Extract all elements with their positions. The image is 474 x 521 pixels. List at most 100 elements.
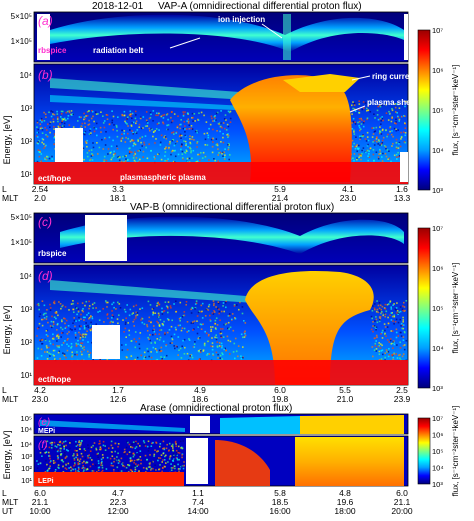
data-gap [404, 14, 408, 60]
panel-f: (f) LEPi 10⁴ 10³ 10² 10¹ [20, 435, 409, 487]
panel-letter-a: (a) [38, 14, 53, 28]
x-tick-label: 1.1 [192, 488, 204, 498]
x-tick-label: 21.1 [394, 497, 411, 507]
colorbar-tick: 10⁷ [432, 224, 443, 233]
x-tick-label: 21.4 [272, 193, 289, 203]
instrument-label-f: LEPi [38, 478, 54, 485]
x-tick-label: 4.7 [112, 488, 124, 498]
ytick-d-1: 10⁴ [20, 272, 33, 281]
ytick-b-1: 10⁴ [20, 71, 33, 80]
row-label-L-a: L [2, 184, 7, 194]
x-tick-label: 21.1 [32, 497, 49, 507]
x-tick-label: 4.2 [34, 385, 46, 395]
ytick-f-3: 10² [21, 464, 32, 473]
x-ticks-vapb: 4.2 1.7 4.9 6.0 5.5 2.5 23.0 12.6 18.6 19.8 21.0 23… [32, 385, 411, 404]
injection-spike-a [283, 14, 291, 60]
ylabel-vapb: Energy, [eV] [2, 306, 12, 355]
x-tick-label: 4.8 [339, 488, 351, 498]
plasma-sheet-region-f [295, 437, 404, 486]
x-tick-label: 6.0 [274, 385, 286, 395]
colorbar-tick: 10⁷ [432, 414, 443, 423]
x-tick-label: 22.3 [110, 497, 127, 507]
annotation-plasma-sheet: plasma sheet/ WPC [367, 98, 441, 107]
data-gap [37, 14, 50, 60]
x-tick-label: 23.9 [394, 394, 411, 404]
ytick-c-2: 1×10⁵ [11, 238, 32, 247]
x-tick-label: 19.8 [272, 394, 289, 404]
ytick-f-2: 10³ [21, 452, 32, 461]
annotation-plasmaspheric-plasma: plasmaspheric plasma [120, 173, 206, 182]
x-ticks-vapa: 2.54 3.3 5.9 4.1 1.6 2.0 18.1 21.4 23.0 13.3 [32, 184, 411, 203]
x-tick-label: 1.7 [112, 385, 124, 395]
x-tick-label: 16:00 [269, 506, 291, 516]
data-gap [400, 152, 408, 182]
ytick-f-4: 10¹ [21, 476, 32, 485]
panel-a: (a) rbspice ion injection radiation belt… [11, 11, 409, 63]
panel-letter-b: (b) [38, 68, 53, 82]
radiation-belt-band-c [60, 216, 404, 254]
ylabel-vapa: Energy, [eV] [2, 116, 12, 165]
panel-d: (d) ect/hope 10⁴ 10³ 10² 10¹ [20, 264, 409, 386]
noise-texture-f [36, 440, 185, 474]
x-tick-label: 4.1 [342, 184, 354, 194]
plasmaspheric-plasma-band-b [34, 162, 408, 184]
x-tick-label: 20:00 [391, 506, 413, 516]
instrument-label-e: MEPi [38, 428, 55, 435]
x-tick-label: 21.0 [337, 394, 354, 404]
x-tick-label: 13.3 [394, 193, 411, 203]
panel-letter-f: (f) [38, 440, 47, 451]
x-tick-label: 18.5 [272, 497, 289, 507]
group-title-vapa: VAP-A (omnidirectional differential prot… [158, 1, 362, 12]
group-title-vapb: VAP-B (omnidirectional differential prot… [130, 202, 334, 213]
colorbar-label: flux, [s⁻¹cm⁻²ster⁻¹keV⁻¹] [451, 65, 460, 156]
group-title-arase: Arase (omnidirectional proton flux) [140, 403, 292, 414]
x-tick-label: 19.6 [337, 497, 354, 507]
x-tick-label: 6.0 [34, 488, 46, 498]
ytick-f-1: 10⁴ [20, 440, 32, 449]
annotation-ion-injection: ion injection [218, 15, 265, 24]
ytick-d-4: 10¹ [20, 371, 32, 380]
x-tick-label: 2.54 [32, 184, 49, 194]
date-label: 2018-12-01 [92, 1, 144, 12]
x-tick-label: 5.5 [339, 385, 351, 395]
x-tick-label: 2.0 [34, 193, 46, 203]
panel-letter-d: (d) [38, 269, 53, 283]
data-gap [85, 215, 127, 261]
annotation-arrow [261, 23, 283, 39]
instrument-label-c: rbspice [38, 249, 67, 258]
x-tick-label: 6.0 [396, 488, 408, 498]
panel-b: (b) ect/hope plasmaspheric plasma ring c… [20, 63, 441, 185]
plasma-sheet-region-b [230, 75, 352, 182]
colorbar-0 [417, 29, 431, 191]
noise-texture-d [36, 300, 408, 362]
annotation-arrow [349, 105, 366, 113]
x-tick-label: 23.0 [340, 193, 357, 203]
plasmaspheric-plasma-band-f [34, 472, 184, 486]
row-label-L-b: L [2, 385, 7, 395]
colorbar-tick: 10⁵ [432, 304, 443, 313]
x-tick-label: 18:00 [334, 506, 356, 516]
radiation-belt-band [50, 14, 404, 53]
colorbar-tick: 10³ [432, 480, 443, 489]
instrument-label-a: rbspice [38, 46, 67, 55]
colorbar-2 [417, 417, 431, 485]
x-tick-label: 1.6 [396, 184, 408, 194]
colorbar-tick: 10⁴ [432, 146, 444, 155]
ylabel-arase: Energy, [eV] [2, 431, 12, 480]
colorbar-tick: 10⁷ [432, 26, 443, 35]
plasmaspheric-plasma-band-d [34, 360, 408, 385]
row-label-UT-c: UT [2, 506, 13, 516]
row-label-L-c: L [2, 488, 7, 498]
colorbar-tick: 10⁶ [432, 431, 443, 440]
x-tick-label: 5.8 [274, 488, 286, 498]
ytick-b-3: 10² [20, 137, 32, 146]
ring-current-region-b [283, 74, 360, 92]
group-arase: Arase (omnidirectional proton flux) (e) … [2, 403, 413, 516]
annotation-ring-current: ring current [372, 72, 417, 81]
panel-e: (e) MEPi 10⁵ 10⁴ [20, 413, 409, 435]
colorbar-tick: 10⁵ [432, 106, 443, 115]
ytick-a-1: 5×10⁵ [11, 12, 32, 21]
ytick-d-2: 10³ [20, 305, 32, 314]
group-vapa: 2018-12-01 VAP-A (omnidirectional differ… [2, 1, 441, 203]
